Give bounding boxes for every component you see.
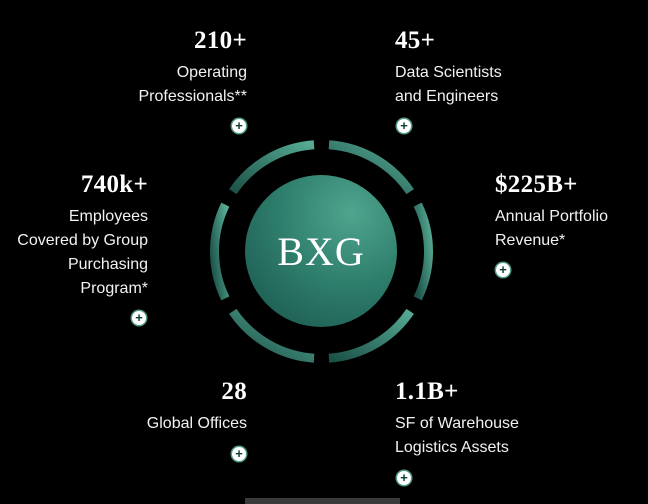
expand-revenue-icon[interactable]: + xyxy=(496,263,510,277)
stat-annual-revenue: $225B+ Annual Portfolio Revenue* xyxy=(495,172,608,253)
stat-label: Employees Covered by Group Purchasing Pr… xyxy=(17,208,148,297)
stat-value: 45+ xyxy=(395,27,436,54)
logo-text: BXG xyxy=(277,228,365,274)
expand-offices-icon[interactable]: + xyxy=(232,447,246,461)
ring-segment xyxy=(210,202,230,301)
stat-value: 28 xyxy=(221,378,247,405)
scroll-indicator xyxy=(245,498,400,504)
expand-warehouse-icon[interactable]: + xyxy=(397,471,411,485)
stat-value: 1.1B+ xyxy=(395,378,459,405)
expand-employees-icon[interactable]: + xyxy=(132,311,146,325)
ring-segment xyxy=(328,140,414,195)
stat-label: SF of Warehouse Logistics Assets xyxy=(395,415,519,456)
stat-global-offices: 28 Global Offices xyxy=(147,379,247,436)
stat-value: $225B+ xyxy=(495,171,578,198)
stat-warehouse-assets: 1.1B+ SF of Warehouse Logistics Assets xyxy=(395,379,519,460)
ring-segment xyxy=(413,202,433,301)
ring-segment xyxy=(229,140,315,195)
ring-segment xyxy=(328,308,414,363)
stat-employees: 740k+ Employees Covered by Group Purchas… xyxy=(17,172,148,301)
stat-label: Data Scientists and Engineers xyxy=(395,64,502,105)
stat-value: 210+ xyxy=(194,27,247,54)
center-logo: BXG xyxy=(245,175,397,327)
stat-label: Global Offices xyxy=(146,415,247,432)
stat-value: 740k+ xyxy=(80,171,148,198)
ring-segment xyxy=(229,308,315,363)
stat-data-scientists: 45+ Data Scientists and Engineers xyxy=(395,28,502,109)
stat-label: Operating Professionals** xyxy=(138,64,248,105)
expand-data-scientists-icon[interactable]: + xyxy=(397,119,411,133)
stat-operating-professionals: 210+ Operating Professionals** xyxy=(139,28,248,109)
expand-operating-icon[interactable]: + xyxy=(232,119,246,133)
ring-graphic xyxy=(210,140,433,363)
stat-label: Annual Portfolio Revenue* xyxy=(495,208,608,249)
